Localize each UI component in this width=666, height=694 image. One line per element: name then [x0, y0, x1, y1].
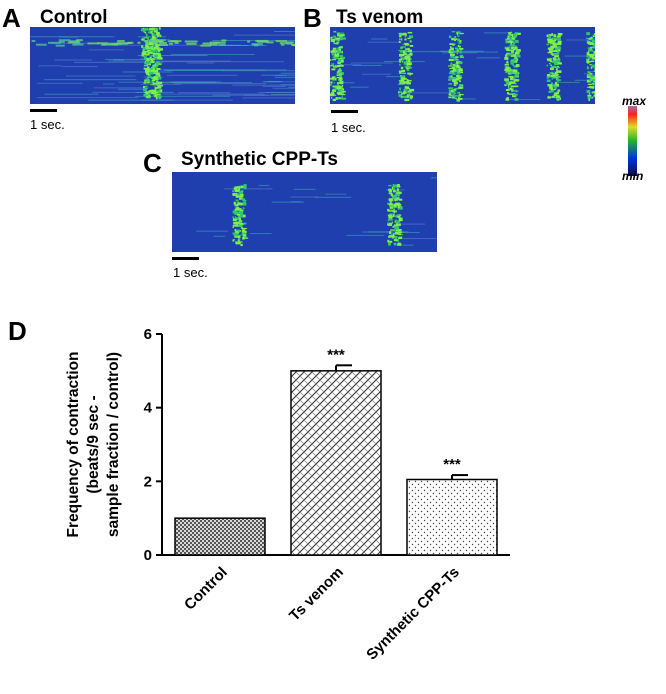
panel-d-letter: D: [8, 316, 27, 346]
y-axis-label: Frequency of contraction (beats/9 sec - sa…: [65, 351, 122, 537]
kymograph-control: [30, 27, 295, 104]
scale-bar-a: [30, 109, 57, 112]
x-tick-label: Synthetic CPP-Ts: [363, 564, 463, 664]
x-tick-labels: Control Ts venom Synthetic CPP-Ts: [181, 564, 463, 664]
scale-label-b: 1 sec.: [331, 120, 366, 135]
kymograph-ts-venom: [330, 27, 595, 104]
panel-a-title: Control: [40, 7, 108, 28]
panel-c-title: Synthetic CPP-Ts: [181, 149, 338, 170]
y-axis-label-line: sample fraction / control): [105, 352, 122, 537]
panel-c-letter: C: [143, 148, 162, 178]
kymograph-synthetic-cpp-ts: [172, 172, 437, 252]
significance-mark: ***: [443, 456, 461, 473]
y-axis-label-line: Frequency of contraction: [65, 351, 82, 537]
colorscale-max-label: max: [622, 94, 647, 108]
bar-control: [174, 517, 266, 556]
chart-error-bars: [335, 364, 468, 480]
colorscale-min-label: min: [622, 169, 644, 183]
scale-label-c: 1 sec.: [173, 265, 208, 280]
scale-bar-c: [172, 257, 199, 260]
y-tick-label: 2: [144, 473, 152, 490]
bar-synthetic-cpp-ts: [406, 478, 498, 556]
y-tick-label: 0: [144, 547, 152, 564]
panel-a-letter: A: [2, 3, 21, 33]
y-tick-label: 6: [144, 326, 152, 343]
scale-label-a: 1 sec.: [30, 117, 65, 132]
y-tick-label: 4: [144, 400, 153, 417]
y-axis-label-line: (beats/9 sec -: [85, 395, 102, 493]
chart-bars: [174, 370, 498, 556]
panel-b-letter: B: [303, 3, 322, 33]
panel-b-title: Ts venom: [336, 7, 424, 28]
bar-ts-venom: [290, 370, 382, 556]
scale-bar-b: [331, 110, 358, 113]
significance-mark: ***: [327, 346, 345, 363]
chart-significance-marks: *** ***: [327, 346, 461, 473]
bar-chart-frequency: Frequency of contraction (beats/9 sec - sa…: [65, 326, 510, 664]
colorscale-bar: [628, 106, 637, 176]
x-tick-label: Control: [181, 564, 231, 614]
x-tick-label: Ts venom: [286, 564, 347, 625]
